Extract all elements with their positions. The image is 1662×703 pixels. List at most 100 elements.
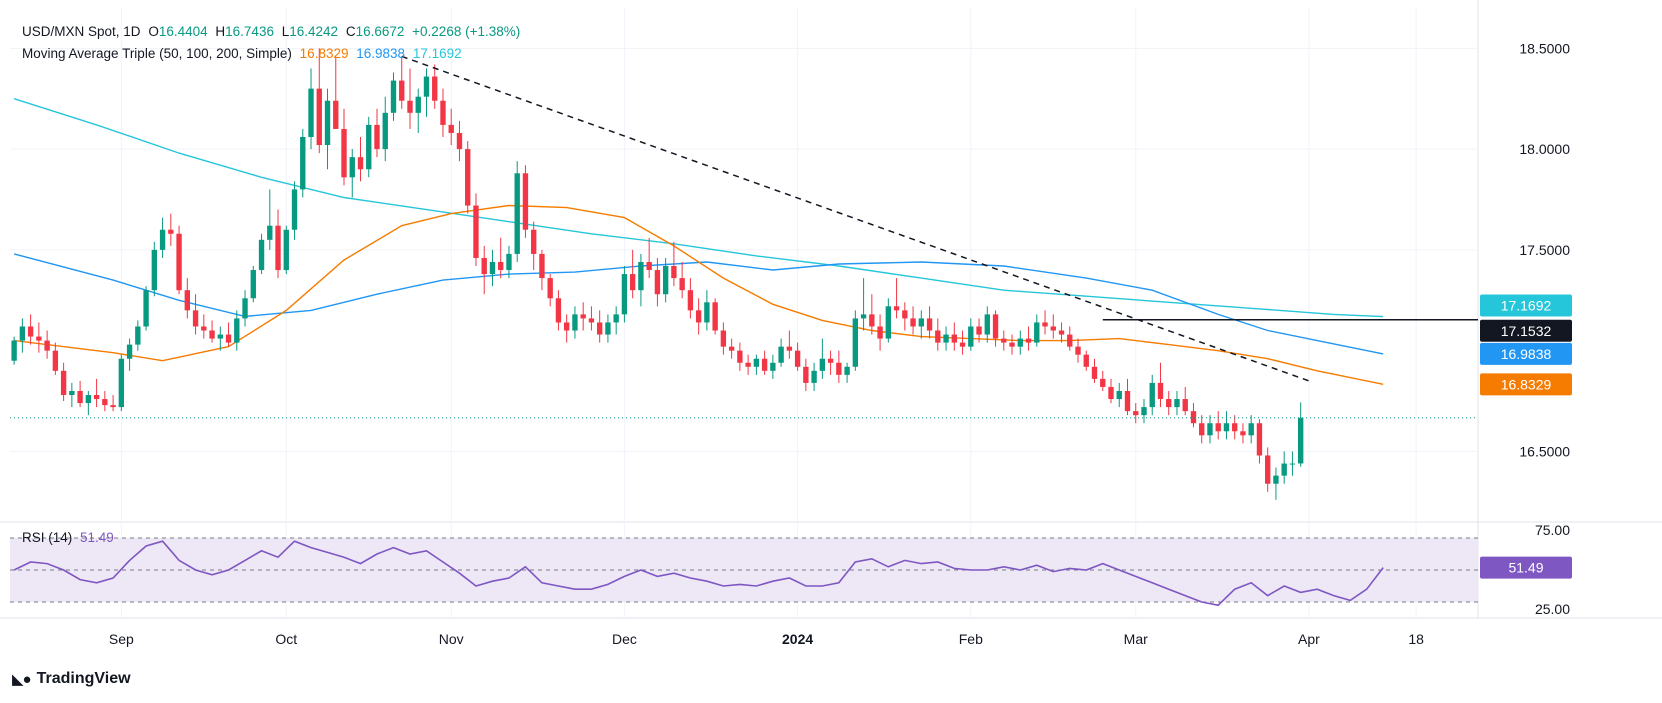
candle bbox=[283, 225, 289, 275]
candle-body bbox=[918, 318, 924, 327]
candle-body bbox=[1232, 423, 1238, 432]
candle-body bbox=[564, 322, 570, 331]
candle bbox=[704, 290, 710, 331]
rsi-tick-label: 75.00 bbox=[1535, 522, 1570, 538]
ma200-line bbox=[13, 98, 1384, 318]
candle-body bbox=[1273, 475, 1279, 484]
candle-body bbox=[893, 306, 900, 311]
candle-body bbox=[621, 274, 628, 315]
candle-body bbox=[555, 298, 562, 323]
candle bbox=[1100, 370, 1106, 391]
candle bbox=[201, 314, 207, 339]
candle-body bbox=[885, 306, 892, 339]
candle bbox=[366, 116, 372, 178]
candle bbox=[968, 318, 974, 351]
price-labels: 17.1692 17.1532 16.9838 16.8329 bbox=[1480, 294, 1572, 396]
price-label-ma200 bbox=[1480, 294, 1572, 317]
candle-body bbox=[613, 314, 619, 323]
x-tick-label: Oct bbox=[275, 631, 297, 647]
candle-body bbox=[761, 358, 768, 371]
close-key: C bbox=[345, 24, 356, 39]
candle-body bbox=[52, 350, 59, 371]
candle bbox=[341, 108, 347, 186]
candle-body bbox=[19, 326, 26, 341]
candle bbox=[448, 108, 454, 146]
candle bbox=[951, 322, 957, 351]
ma200-value: 17.1692 bbox=[412, 46, 462, 61]
candle-body bbox=[1199, 423, 1205, 436]
candle-body bbox=[745, 362, 751, 367]
candle bbox=[60, 362, 67, 402]
candle bbox=[778, 338, 784, 367]
candle bbox=[984, 306, 990, 343]
candle-body bbox=[531, 229, 537, 254]
candle-body bbox=[267, 225, 273, 240]
rsi-line bbox=[13, 540, 1384, 607]
candle bbox=[1025, 326, 1032, 351]
candle-body bbox=[118, 358, 125, 408]
candle bbox=[250, 266, 256, 303]
price-label-text: 16.9838 bbox=[1501, 346, 1552, 362]
candle bbox=[770, 354, 776, 379]
high-key: H bbox=[215, 24, 226, 39]
candle-body bbox=[852, 318, 859, 367]
candle bbox=[679, 261, 685, 299]
candle-body bbox=[629, 274, 636, 291]
candle-body bbox=[209, 330, 215, 339]
candle bbox=[1009, 334, 1015, 355]
candle bbox=[415, 88, 421, 133]
low-value: 16.4242 bbox=[289, 24, 339, 39]
candle-body bbox=[910, 318, 916, 327]
candle bbox=[662, 257, 669, 303]
candle-body bbox=[448, 124, 454, 133]
candle bbox=[159, 217, 166, 258]
candle bbox=[786, 330, 793, 359]
candles bbox=[11, 48, 1304, 500]
x-tick-label: Mar bbox=[1124, 631, 1148, 647]
candle bbox=[621, 266, 628, 323]
rsi-label: RSI (14) bbox=[22, 530, 73, 545]
rsi-band bbox=[10, 538, 1478, 602]
ma-label: Moving Average Triple (50, 100, 200, Sim… bbox=[22, 46, 292, 61]
candle-body bbox=[143, 290, 149, 327]
candle bbox=[877, 314, 883, 351]
candle-body bbox=[605, 322, 611, 335]
candle-body bbox=[250, 270, 256, 299]
candle bbox=[572, 306, 578, 339]
candle bbox=[819, 338, 826, 379]
tradingview-logo[interactable]: ◣● TradingView bbox=[12, 670, 131, 688]
overlays bbox=[10, 55, 1478, 419]
candle bbox=[382, 96, 388, 162]
candle-body bbox=[860, 314, 867, 319]
candle bbox=[1289, 451, 1296, 476]
candle bbox=[564, 314, 570, 343]
candle bbox=[1207, 415, 1213, 444]
rsi-price-label bbox=[1480, 556, 1572, 579]
candle bbox=[926, 306, 933, 339]
candle-body bbox=[308, 88, 314, 138]
candle bbox=[1124, 378, 1131, 416]
candle-body bbox=[844, 366, 850, 375]
rsi-price-label-text: 51.49 bbox=[1508, 560, 1543, 576]
candle bbox=[654, 257, 661, 307]
candle-body bbox=[959, 342, 966, 347]
candle-body bbox=[135, 326, 141, 345]
candle-body bbox=[192, 310, 199, 327]
close-value: 16.6672 bbox=[355, 24, 405, 39]
candle bbox=[836, 350, 842, 383]
candle-body bbox=[1166, 399, 1172, 408]
candle-body bbox=[1108, 386, 1114, 400]
low-key: L bbox=[281, 24, 290, 39]
candle-body bbox=[1091, 366, 1098, 379]
price-label-level bbox=[1480, 319, 1572, 342]
candle bbox=[531, 221, 537, 271]
candle bbox=[93, 378, 100, 408]
candle bbox=[242, 290, 248, 327]
candle bbox=[184, 278, 190, 319]
candle bbox=[514, 161, 520, 262]
candle bbox=[1042, 310, 1048, 335]
candle-body bbox=[1215, 423, 1221, 432]
y-tick-label: 18.0000 bbox=[1519, 141, 1570, 157]
candle-body bbox=[720, 330, 727, 347]
candle bbox=[506, 245, 512, 279]
